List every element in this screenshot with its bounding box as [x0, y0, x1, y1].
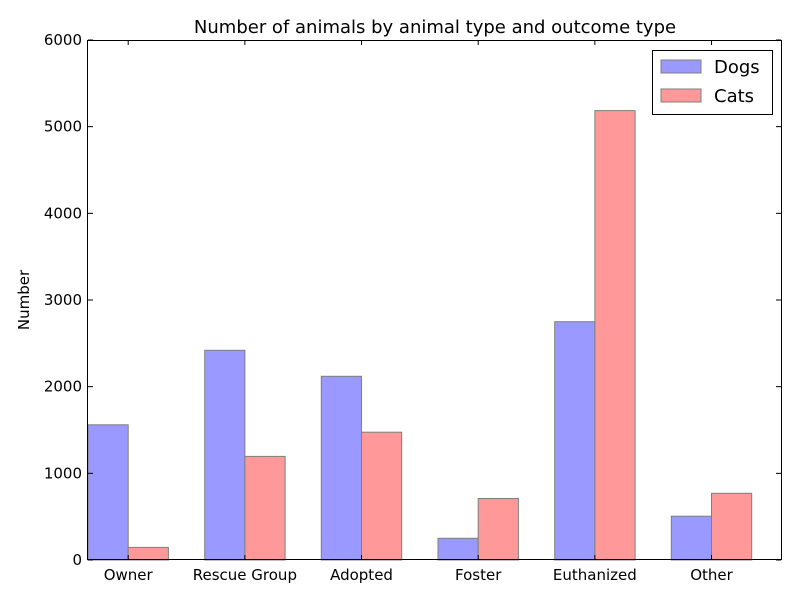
x-tick-label: Owner — [104, 566, 154, 584]
bar-cats-rescue-group — [244, 455, 286, 561]
bar-dogs-other — [670, 515, 712, 561]
y-tick-label: 1000 — [44, 464, 82, 482]
y-tick-label: 6000 — [44, 31, 82, 49]
legend-swatch-dogs — [660, 59, 702, 74]
ticks-layer: 0 1000 2000 3000 4000 5000 6000 Owner Rescue Gro… — [44, 31, 781, 584]
bar-dogs-adopted — [320, 375, 362, 561]
legend-label-cats: Cats — [714, 86, 754, 107]
x-tick-label: Rescue Group — [193, 566, 297, 584]
bar-cats-foster — [477, 498, 519, 561]
legend-swatch-cats — [660, 88, 702, 103]
y-tick-label: 0 — [72, 551, 82, 569]
bars-layer — [87, 110, 753, 561]
y-tick-label: 2000 — [44, 378, 82, 396]
y-tick-label: 5000 — [44, 118, 82, 136]
bar-dogs-rescue-group — [204, 349, 246, 561]
x-tick-label: Euthanized — [553, 566, 637, 584]
bar-dogs-euthanized — [554, 321, 596, 561]
bar-cats-other — [711, 492, 753, 561]
bar-cats-owner — [127, 546, 169, 561]
x-tick-label: Adopted — [330, 566, 393, 584]
x-tick-label: Other — [690, 566, 733, 584]
legend-label-dogs: Dogs — [714, 57, 760, 78]
y-tick-label: 3000 — [44, 291, 82, 309]
plot-frame — [87, 40, 782, 560]
chart-title: Number of animals by animal type and out… — [194, 17, 676, 38]
y-axis-label: Number — [15, 269, 33, 330]
bar-cats-adopted — [361, 431, 403, 561]
x-tick-label: Foster — [455, 566, 502, 584]
y-tick-label: 4000 — [44, 204, 82, 222]
legend: Dogs Cats — [652, 50, 773, 115]
bar-dogs-owner — [87, 424, 129, 561]
bar-cats-euthanized — [594, 110, 636, 561]
bar-dogs-foster — [437, 537, 479, 561]
